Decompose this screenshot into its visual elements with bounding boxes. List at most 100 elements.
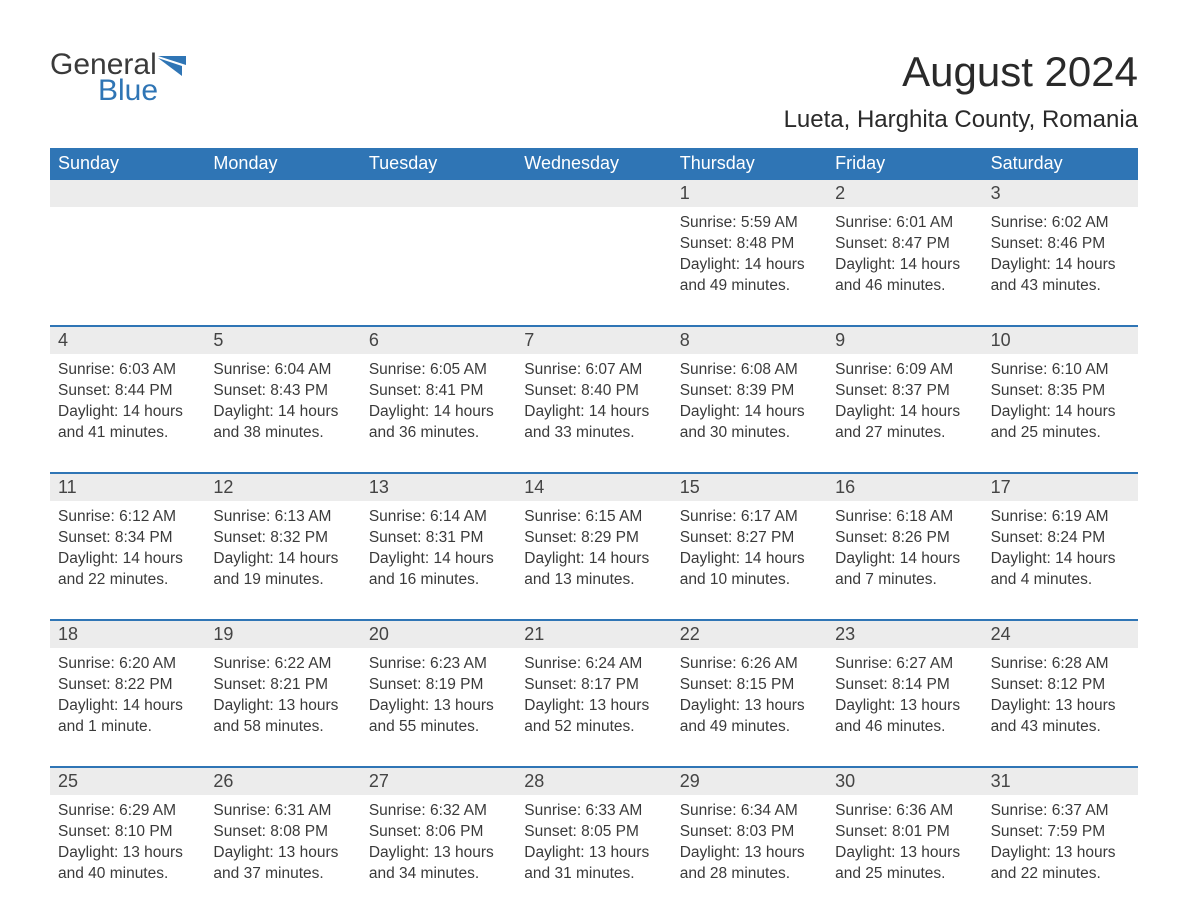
daylight-text: Daylight: 13 hours and 37 minutes.	[213, 843, 352, 885]
sunset-text: Sunset: 8:47 PM	[835, 234, 974, 255]
sunset-text: Sunset: 8:34 PM	[58, 528, 197, 549]
sunrise-text: Sunrise: 6:17 AM	[680, 507, 819, 528]
day-number	[205, 180, 360, 207]
daylight-text: Daylight: 13 hours and 43 minutes.	[991, 696, 1130, 738]
sunrise-text: Sunrise: 6:05 AM	[369, 360, 508, 381]
day-number-bar: 18192021222324	[50, 621, 1138, 648]
sunrise-text: Sunrise: 6:02 AM	[991, 213, 1130, 234]
sunrise-text: Sunrise: 6:10 AM	[991, 360, 1130, 381]
title-block: August 2024 Lueta, Harghita County, Roma…	[784, 50, 1138, 134]
sunset-text: Sunset: 8:06 PM	[369, 822, 508, 843]
sunrise-text: Sunrise: 6:29 AM	[58, 801, 197, 822]
weekday-header: Tuesday	[361, 148, 516, 180]
day-cell: Sunrise: 6:19 AMSunset: 8:24 PMDaylight:…	[983, 501, 1138, 601]
day-cell: Sunrise: 6:36 AMSunset: 8:01 PMDaylight:…	[827, 795, 982, 895]
daylight-text: Daylight: 14 hours and 19 minutes.	[213, 549, 352, 591]
sunset-text: Sunset: 8:26 PM	[835, 528, 974, 549]
daylight-text: Daylight: 13 hours and 49 minutes.	[680, 696, 819, 738]
day-cell: Sunrise: 6:15 AMSunset: 8:29 PMDaylight:…	[516, 501, 671, 601]
daylight-text: Daylight: 14 hours and 38 minutes.	[213, 402, 352, 444]
sunset-text: Sunset: 8:22 PM	[58, 675, 197, 696]
sunset-text: Sunset: 8:01 PM	[835, 822, 974, 843]
day-cell: Sunrise: 6:10 AMSunset: 8:35 PMDaylight:…	[983, 354, 1138, 454]
day-cell: Sunrise: 6:03 AMSunset: 8:44 PMDaylight:…	[50, 354, 205, 454]
sunset-text: Sunset: 8:40 PM	[524, 381, 663, 402]
day-cell: Sunrise: 6:23 AMSunset: 8:19 PMDaylight:…	[361, 648, 516, 748]
calendar: Sunday Monday Tuesday Wednesday Thursday…	[50, 148, 1138, 895]
day-cell: Sunrise: 6:04 AMSunset: 8:43 PMDaylight:…	[205, 354, 360, 454]
sunrise-text: Sunrise: 6:15 AM	[524, 507, 663, 528]
daylight-text: Daylight: 14 hours and 10 minutes.	[680, 549, 819, 591]
weekday-header: Thursday	[672, 148, 827, 180]
sunrise-text: Sunrise: 6:19 AM	[991, 507, 1130, 528]
day-cell: Sunrise: 6:28 AMSunset: 8:12 PMDaylight:…	[983, 648, 1138, 748]
day-cell	[361, 207, 516, 307]
daylight-text: Daylight: 14 hours and 1 minute.	[58, 696, 197, 738]
sunrise-text: Sunrise: 6:20 AM	[58, 654, 197, 675]
weeks-container: 123Sunrise: 5:59 AMSunset: 8:48 PMDaylig…	[50, 180, 1138, 895]
sunset-text: Sunset: 8:15 PM	[680, 675, 819, 696]
day-cell	[205, 207, 360, 307]
day-number: 7	[516, 327, 671, 354]
sunrise-text: Sunrise: 6:33 AM	[524, 801, 663, 822]
day-number: 14	[516, 474, 671, 501]
sunrise-text: Sunrise: 6:32 AM	[369, 801, 508, 822]
day-number-bar: 25262728293031	[50, 768, 1138, 795]
day-cell: Sunrise: 6:07 AMSunset: 8:40 PMDaylight:…	[516, 354, 671, 454]
sunrise-text: Sunrise: 6:22 AM	[213, 654, 352, 675]
day-cell: Sunrise: 6:09 AMSunset: 8:37 PMDaylight:…	[827, 354, 982, 454]
daylight-text: Daylight: 14 hours and 27 minutes.	[835, 402, 974, 444]
day-cell: Sunrise: 5:59 AMSunset: 8:48 PMDaylight:…	[672, 207, 827, 307]
sunrise-text: Sunrise: 6:18 AM	[835, 507, 974, 528]
day-number: 17	[983, 474, 1138, 501]
sunrise-text: Sunrise: 6:12 AM	[58, 507, 197, 528]
sunrise-text: Sunrise: 6:24 AM	[524, 654, 663, 675]
day-number	[516, 180, 671, 207]
sunset-text: Sunset: 8:24 PM	[991, 528, 1130, 549]
logo-text: General Blue	[50, 50, 158, 106]
day-number: 1	[672, 180, 827, 207]
daylight-text: Daylight: 14 hours and 41 minutes.	[58, 402, 197, 444]
daylight-text: Daylight: 14 hours and 33 minutes.	[524, 402, 663, 444]
day-cell: Sunrise: 6:12 AMSunset: 8:34 PMDaylight:…	[50, 501, 205, 601]
sunset-text: Sunset: 8:41 PM	[369, 381, 508, 402]
sunset-text: Sunset: 8:48 PM	[680, 234, 819, 255]
week-row: 18192021222324Sunrise: 6:20 AMSunset: 8:…	[50, 619, 1138, 748]
day-cell: Sunrise: 6:02 AMSunset: 8:46 PMDaylight:…	[983, 207, 1138, 307]
daylight-text: Daylight: 14 hours and 13 minutes.	[524, 549, 663, 591]
day-cell: Sunrise: 6:29 AMSunset: 8:10 PMDaylight:…	[50, 795, 205, 895]
sunset-text: Sunset: 8:39 PM	[680, 381, 819, 402]
sunrise-text: Sunrise: 6:04 AM	[213, 360, 352, 381]
day-cell	[50, 207, 205, 307]
day-number: 12	[205, 474, 360, 501]
day-number-bar: 45678910	[50, 327, 1138, 354]
day-number: 4	[50, 327, 205, 354]
sunrise-text: Sunrise: 6:31 AM	[213, 801, 352, 822]
day-number: 30	[827, 768, 982, 795]
day-number: 10	[983, 327, 1138, 354]
day-number	[361, 180, 516, 207]
sunrise-text: Sunrise: 6:03 AM	[58, 360, 197, 381]
daylight-text: Daylight: 14 hours and 4 minutes.	[991, 549, 1130, 591]
day-cell: Sunrise: 6:34 AMSunset: 8:03 PMDaylight:…	[672, 795, 827, 895]
sunrise-text: Sunrise: 6:13 AM	[213, 507, 352, 528]
daylight-text: Daylight: 13 hours and 25 minutes.	[835, 843, 974, 885]
week-row: 11121314151617Sunrise: 6:12 AMSunset: 8:…	[50, 472, 1138, 601]
day-cell: Sunrise: 6:37 AMSunset: 7:59 PMDaylight:…	[983, 795, 1138, 895]
sunset-text: Sunset: 8:12 PM	[991, 675, 1130, 696]
sunset-text: Sunset: 8:35 PM	[991, 381, 1130, 402]
day-cell: Sunrise: 6:14 AMSunset: 8:31 PMDaylight:…	[361, 501, 516, 601]
day-number: 15	[672, 474, 827, 501]
day-cell: Sunrise: 6:01 AMSunset: 8:47 PMDaylight:…	[827, 207, 982, 307]
sunrise-text: Sunrise: 6:28 AM	[991, 654, 1130, 675]
daylight-text: Daylight: 14 hours and 30 minutes.	[680, 402, 819, 444]
weekday-header: Saturday	[983, 148, 1138, 180]
sunrise-text: Sunrise: 6:14 AM	[369, 507, 508, 528]
daylight-text: Daylight: 14 hours and 36 minutes.	[369, 402, 508, 444]
sunset-text: Sunset: 8:03 PM	[680, 822, 819, 843]
logo-word-blue: Blue	[98, 76, 158, 106]
weekday-header: Monday	[205, 148, 360, 180]
day-number-bar: 11121314151617	[50, 474, 1138, 501]
daylight-text: Daylight: 13 hours and 28 minutes.	[680, 843, 819, 885]
daylight-text: Daylight: 14 hours and 7 minutes.	[835, 549, 974, 591]
